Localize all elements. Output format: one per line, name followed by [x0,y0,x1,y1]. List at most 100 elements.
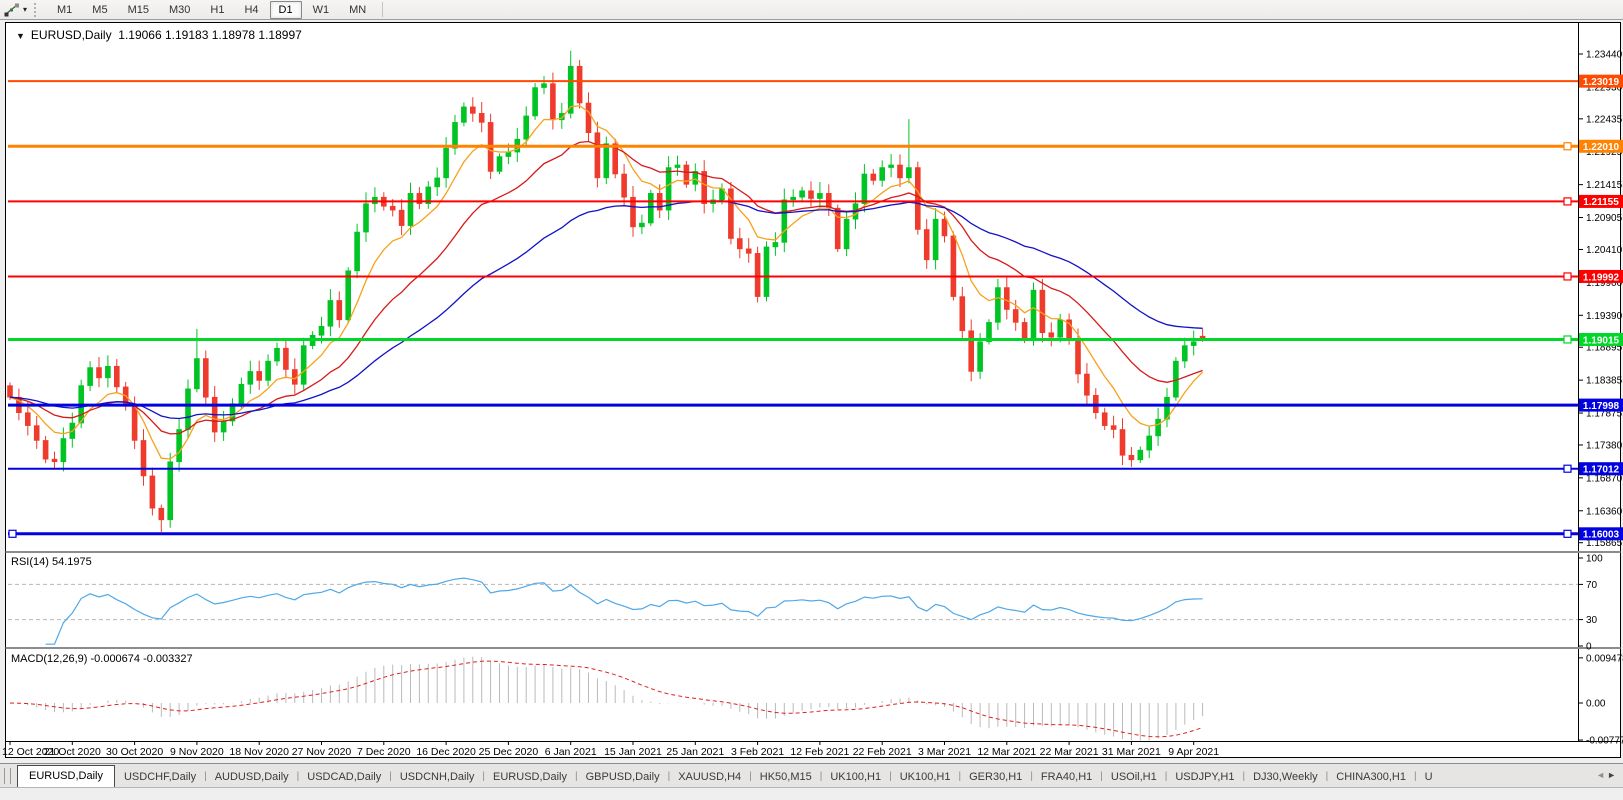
candle-body [790,196,797,201]
date-label: 22 Mar 2021 [1040,746,1099,758]
timeframe-button-m1[interactable]: M1 [57,3,73,16]
chart-tab-usdchf-daily-1[interactable]: USDCHF,Daily [123,771,197,783]
hline-handle[interactable] [1563,272,1572,281]
price-axis-label: 1.16870 [1586,473,1623,484]
chart-expand-caret[interactable]: ▼ [16,31,25,41]
price-axis-label: 1.18895 [1586,343,1623,354]
price-axis-label: 1.17380 [1586,440,1623,451]
chart-tab-hk50-m15-8[interactable]: HK50,M15 [759,771,812,783]
price-axis-label: 1.16360 [1586,506,1623,517]
timeframe-button-h1[interactable]: H1 [210,3,225,16]
candle-body [888,164,894,168]
candle-body [523,115,530,140]
hline-handle[interactable] [1563,529,1572,538]
timeframe-button-h4[interactable]: H4 [244,3,259,16]
chart-tab-xauusd-h4-7[interactable]: XAUUSD,H4 [678,771,742,783]
chart-tab-usdcnh-daily-4[interactable]: USDCNH,Daily [399,771,475,783]
candle-body [105,365,111,379]
candle-body [336,300,343,321]
timeframe-button-mn[interactable]: MN [349,3,367,16]
tab-scroll-right-icon[interactable]: ► [1607,770,1618,780]
candle-body [496,156,503,172]
hline-handle[interactable] [8,529,17,538]
hline-handle[interactable] [1563,335,1572,344]
candle-body [345,270,352,321]
chart-tab-uk100-h1-9[interactable]: UK100,H1 [830,771,882,783]
chart-tab-usoil-h1-13[interactable]: USOil,H1 [1110,771,1157,783]
chart-tab-usdjpy-h1-14[interactable]: USDJPY,H1 [1175,771,1235,783]
tab-scroll-left-icon[interactable]: ◄ [1596,770,1608,780]
date-label: 15 Jan 2021 [604,746,662,758]
candle-body [647,193,654,224]
ma-slow-line [9,200,1203,420]
chart-tab-audusd-daily-2[interactable]: AUDUSD,Daily [214,771,289,783]
tab-separator: | [389,771,392,782]
date-label: 25 Dec 2020 [479,746,539,758]
candle-body [265,360,271,381]
candle-body [51,458,58,463]
candle-body [247,371,254,385]
candle-body [879,167,886,181]
chart-tab-ger30-h1-11[interactable]: GER30,H1 [969,771,1023,783]
timeframe-button-m15[interactable]: M15 [127,3,149,16]
candle-body [683,164,690,185]
tab-separator: | [958,771,962,782]
candle-body [1119,429,1126,456]
candle-body [238,384,245,404]
pane-separator-macd[interactable] [5,647,1621,649]
candle-body [781,199,788,243]
timeframe-button-d1[interactable]: D1 [269,0,302,19]
chart-tab-eurusd-daily-5[interactable]: EURUSD,Daily [493,771,567,783]
candle-body [603,143,610,179]
hline-handle[interactable] [1563,197,1572,206]
chart-tab-china300-h1-16[interactable]: CHINA300,H1 [1336,771,1406,783]
tab-separator: | [889,771,892,782]
chart-tab-u-17[interactable]: U [1424,771,1433,783]
candle-body [897,164,903,179]
candle-body [363,203,369,233]
candle-body [959,296,966,332]
date-label: 3 Mar 2021 [918,746,971,758]
candle-body [701,171,708,204]
candle-body [1137,449,1144,461]
chart-tab-uk100-h1-10[interactable]: UK100,H1 [899,771,951,783]
macd-indicator-name: MACD(12,26,9) [11,653,88,665]
candle-body [763,246,770,297]
candle-body [1012,309,1019,323]
chart-tab-dj30-weekly-15[interactable]: DJ30,Weekly [1253,771,1318,783]
timeframe-button-w1[interactable]: W1 [312,3,330,16]
tab-separator: | [1030,771,1033,782]
chart-tab-fra40-h1-12[interactable]: FRA40,H1 [1040,771,1093,783]
rsi-line [45,577,1203,645]
candle-body [861,173,868,204]
candle-body [33,425,40,441]
candle-body [185,388,191,430]
candle-body [914,167,921,230]
tab-separator: | [1413,771,1417,782]
hline-handle[interactable] [1563,142,1572,151]
candle-body [692,171,699,185]
timeframe-button-m5[interactable]: M5 [92,3,108,16]
candle-body [256,371,263,381]
chart-tab-usdcad-daily-3[interactable]: USDCAD,Daily [307,771,382,783]
chart-tab-gbpusd-daily-6[interactable]: GBPUSD,Daily [585,771,660,783]
candle-body [1057,319,1063,338]
candle-body [950,235,957,297]
date-label: 12 Oct 2020 [2,746,59,758]
candle-body [327,300,334,327]
hline-handle[interactable] [1563,464,1572,473]
pane-separator-rsi[interactable] [5,551,1621,553]
price-axis-label: 1.19390 [1586,311,1623,322]
candle-body [318,325,325,336]
candle-body [906,167,912,179]
line-studies-icon[interactable] [3,2,21,17]
timeframe-button-m30[interactable]: M30 [168,3,191,16]
tool-dropdown-caret[interactable]: ▾ [23,5,28,14]
candle-body [24,412,31,426]
candle-body [416,193,423,204]
price-axis-label: 1.21415 [1586,180,1623,191]
chart-tab-eurusd-daily-0[interactable]: EURUSD,Daily [17,765,115,787]
chart-tab-bar: EURUSD,Daily USDCHF,Daily | AUDUSD,Daily | US… [0,763,1623,788]
